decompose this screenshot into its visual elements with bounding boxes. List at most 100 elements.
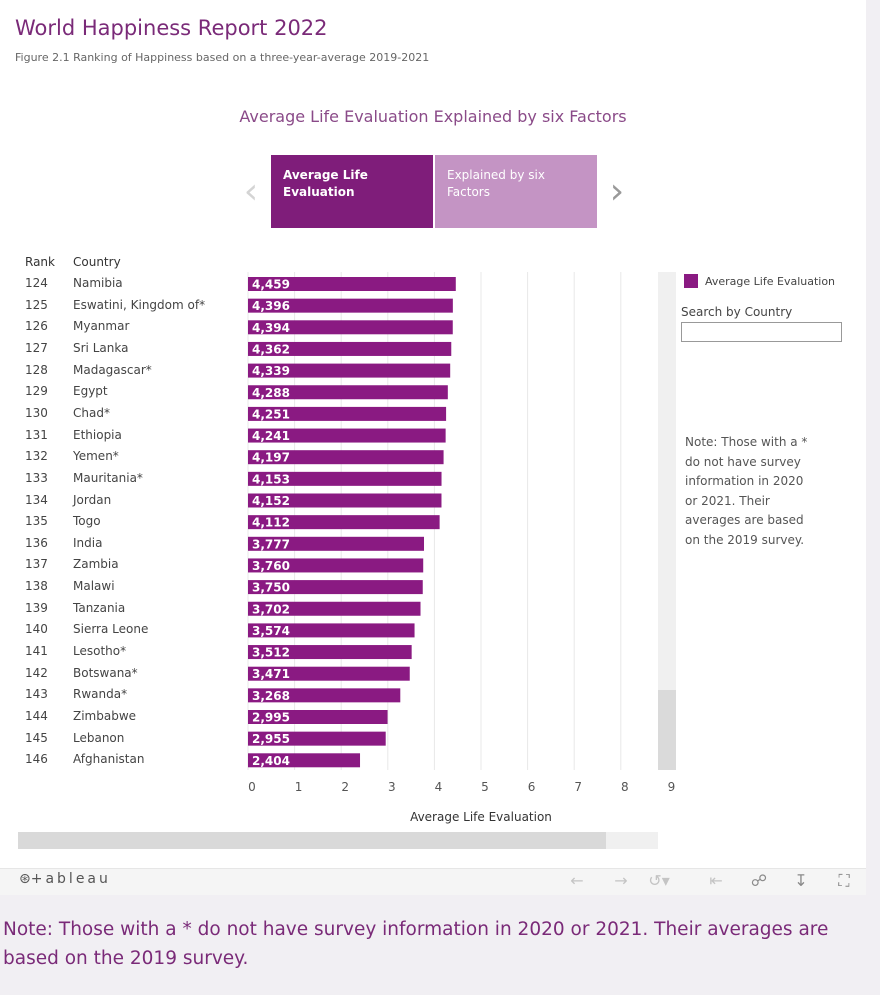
country-cell[interactable]: Sierra Leone <box>73 622 149 637</box>
rank-cell: 130 <box>25 405 48 420</box>
chevron-left-icon[interactable]: ‹ <box>243 171 259 212</box>
redo-icon[interactable]: → <box>614 871 628 890</box>
bar[interactable] <box>248 471 442 486</box>
bar[interactable] <box>248 406 447 421</box>
x-tick-label: 1 <box>295 780 303 794</box>
country-cell[interactable]: Yemen* <box>73 449 119 464</box>
bar[interactable] <box>248 558 424 573</box>
country-cell[interactable]: Zimbabwe <box>73 709 137 723</box>
bar[interactable] <box>248 385 448 400</box>
fullscreen-icon[interactable]: ⛶ <box>838 871 850 890</box>
country-cell[interactable]: Eswatini, Kingdom of* <box>73 297 206 312</box>
bar-value-label: 4,288 <box>252 386 290 400</box>
bar-value-label: 2,995 <box>252 711 290 725</box>
horizontal-scrollbar-thumb[interactable] <box>18 832 606 849</box>
rank-cell: 126 <box>25 319 48 334</box>
bar[interactable] <box>248 601 421 616</box>
tab-explained-by-six-factors[interactable]: Explained by six Factors <box>435 155 597 228</box>
chevron-right-icon[interactable]: › <box>609 171 625 212</box>
legend-swatch <box>684 274 698 288</box>
bar[interactable] <box>248 363 451 378</box>
page-title: World Happiness Report 2022 <box>15 16 328 40</box>
country-cell[interactable]: Lebanon <box>73 730 125 745</box>
country-header: Country <box>73 255 121 269</box>
country-cell[interactable]: Namibia <box>73 276 123 290</box>
bar-value-label: 4,112 <box>252 516 290 530</box>
section-title: Average Life Evaluation Explained by six… <box>239 107 627 126</box>
country-cell[interactable]: Ethiopia <box>73 427 122 442</box>
country-cell[interactable]: Myanmar <box>73 319 130 334</box>
country-cell[interactable]: Afghanistan <box>73 752 145 767</box>
country-cell[interactable]: Botswana* <box>73 665 138 680</box>
bar-value-label: 4,396 <box>252 299 290 313</box>
side-note: Note: Those with a * do not have survey … <box>685 435 808 547</box>
bar[interactable] <box>248 753 361 768</box>
country-cell[interactable]: India <box>73 535 103 550</box>
revert-icon[interactable]: ↺▾ <box>648 871 670 890</box>
vertical-scrollbar[interactable] <box>658 272 676 770</box>
rank-cell: 124 <box>25 276 48 290</box>
country-cell[interactable]: Togo <box>73 514 101 529</box>
bar-value-label: 4,251 <box>252 407 290 421</box>
country-cell[interactable]: Egypt <box>73 384 108 399</box>
bar-value-label: 4,197 <box>252 451 290 465</box>
rank-cell: 139 <box>25 600 48 615</box>
vertical-scrollbar-thumb[interactable] <box>658 690 676 770</box>
bar[interactable] <box>248 341 452 356</box>
rank-cell: 132 <box>25 449 48 464</box>
bar-value-label: 3,512 <box>252 646 290 660</box>
bar-value-label: 3,268 <box>252 689 290 703</box>
rank-cell: 131 <box>25 427 48 442</box>
bar[interactable] <box>248 731 386 746</box>
bar[interactable] <box>248 277 456 291</box>
country-cell[interactable]: Lesotho* <box>73 644 127 659</box>
country-cell[interactable]: Tanzania <box>73 600 126 615</box>
x-tick-label: 3 <box>388 780 396 794</box>
bar[interactable] <box>248 450 444 465</box>
x-axis-label: Average Life Evaluation <box>410 810 552 824</box>
search-label: Search by Country <box>681 305 793 319</box>
undo-icon[interactable]: ← <box>570 871 584 890</box>
bar[interactable] <box>248 320 453 335</box>
bar[interactable] <box>248 428 446 443</box>
bar[interactable] <box>248 688 401 703</box>
bar[interactable] <box>248 536 425 551</box>
bar[interactable] <box>248 710 388 724</box>
bar[interactable] <box>248 645 412 660</box>
share-icon[interactable]: ☍ <box>750 871 768 890</box>
x-tick-label: 6 <box>528 780 536 794</box>
country-cell[interactable]: Chad* <box>73 405 110 420</box>
x-tick-label: 4 <box>435 780 443 794</box>
footer-note: Note: Those with a * do not have survey … <box>3 919 829 969</box>
country-cell[interactable]: Mauritania* <box>73 470 143 485</box>
tableau-toolbar <box>0 868 866 895</box>
country-cell[interactable]: Sri Lanka <box>73 340 129 355</box>
bar[interactable] <box>248 493 442 508</box>
country-cell[interactable]: Zambia <box>73 557 119 572</box>
bar[interactable] <box>248 623 415 638</box>
country-cell[interactable]: Malawi <box>73 579 115 594</box>
bar[interactable] <box>248 515 440 530</box>
bar-value-label: 3,471 <box>252 667 290 681</box>
rank-header: Rank <box>25 255 55 269</box>
country-cell[interactable]: Rwanda* <box>73 687 128 702</box>
download-icon[interactable]: ↧ <box>794 871 808 890</box>
bar-value-label: 4,362 <box>252 342 290 356</box>
country-cell[interactable]: Madagascar* <box>73 362 152 377</box>
bar[interactable] <box>248 666 410 681</box>
page-subtitle: Figure 2.1 Ranking of Happiness based on… <box>15 51 430 64</box>
bar[interactable] <box>248 580 423 595</box>
tableau-logo[interactable]: ⊛+ableau <box>19 871 111 887</box>
rank-cell: 138 <box>25 579 48 594</box>
search-input[interactable] <box>681 322 842 342</box>
rank-cell: 142 <box>25 665 48 680</box>
bar-value-label: 2,955 <box>252 732 290 746</box>
bar-value-label: 3,574 <box>252 624 290 638</box>
rank-cell: 141 <box>25 644 48 659</box>
x-tick-label: 0 <box>248 780 256 794</box>
tab-average-life-evaluation[interactable]: Average Life Evaluation <box>271 155 433 228</box>
bar[interactable] <box>248 298 453 313</box>
country-cell[interactable]: Jordan <box>73 492 112 507</box>
bar-value-label: 3,777 <box>252 537 290 551</box>
reset-icon[interactable]: ⇤ <box>709 871 723 890</box>
